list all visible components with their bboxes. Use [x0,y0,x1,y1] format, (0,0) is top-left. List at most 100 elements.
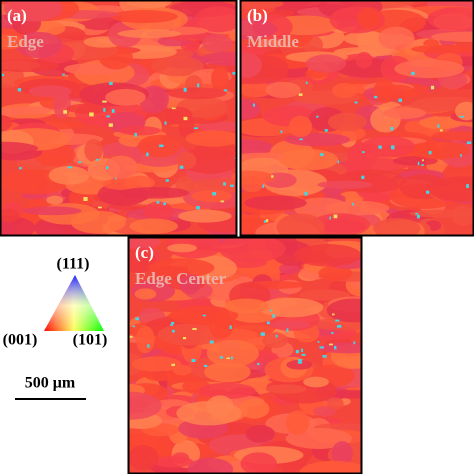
cyan-grain [232,72,236,75]
cyan-grain [297,361,303,364]
cyan-grain [426,190,430,194]
grain [285,410,310,435]
grain [305,54,347,73]
cyan-grain [335,319,340,322]
cyan-grain [252,103,255,107]
panel-label: (c) [135,243,154,262]
cyan-grain [390,127,394,131]
grain [167,243,197,253]
grain [258,297,324,318]
ebsd-panel: (a) Edge [0,0,238,237]
grain [317,180,373,189]
grain [105,89,146,106]
grain [131,356,182,372]
cyan-grain [270,309,273,312]
cyan-grain [172,329,175,333]
cyan-grain [439,129,443,132]
cyan-grain [202,314,206,317]
grain [262,332,289,349]
grain [21,206,82,216]
legend-left: (001) [3,332,38,349]
cyan-grain [95,158,99,161]
grain [129,218,178,234]
cyan-grain [171,363,175,367]
grain [238,398,270,419]
cyan-grain [183,87,187,92]
grain [166,87,227,100]
cyan-grain [417,161,420,166]
grain [84,138,103,162]
cyan-grain [317,341,320,343]
grain [136,325,155,354]
cyan-grain [156,200,160,204]
grain [15,31,63,59]
cyan-grain [416,214,420,219]
grain [313,406,336,417]
ipf-legend: (111) (001) (101) [3,256,108,349]
cyan-grain [62,73,65,76]
cyan-grain [301,348,304,353]
cyan-grain [203,364,208,368]
cyan-grain [320,153,324,157]
cyan-grain [319,346,324,349]
grain [206,395,234,417]
panel-name: Middle [247,32,299,51]
cyan-grain [301,353,306,356]
cyan-grain [182,337,187,340]
cyan-grain [197,83,200,88]
panel-name: Edge [7,32,44,51]
grain [432,131,473,141]
cyan-grain [422,159,424,162]
grain [327,397,344,410]
grain [185,130,236,147]
grain [382,107,426,119]
grain [66,103,111,114]
grain [197,121,236,132]
grain [361,135,415,158]
grain [3,1,63,22]
cyan-grain [260,332,265,336]
cyan-grain [391,145,395,150]
panel-border [0,0,238,237]
cyan-grain [398,98,402,102]
grain [241,1,284,10]
grain [327,112,367,132]
cyan-grain [98,206,102,209]
cyan-grain [191,358,196,362]
grain [241,52,262,78]
cyan-grain [280,130,283,133]
cyan-grain [134,132,137,137]
cyan-grain [171,321,175,325]
cyan-grain [257,362,260,366]
grain [325,200,390,216]
grain [241,98,261,120]
cyan-grain [304,191,308,196]
grain [178,209,232,223]
grain [164,106,193,124]
cyan-grain [295,349,299,354]
cyan-grain [230,184,234,187]
cyan-grain [183,116,188,121]
cyan-grain [275,334,278,338]
cyan-grain [329,216,331,220]
grain [171,452,190,464]
cyan-grain [179,165,184,169]
cyan-grain [83,197,88,201]
cyan-grain [334,345,337,350]
cyan-grain [333,214,338,219]
cyan-grain [316,115,319,118]
cyan-grain [147,344,150,348]
cyan-grain [19,167,22,170]
cyan-grain [324,129,328,132]
grain [194,6,236,33]
grain [157,323,222,346]
grain [191,190,232,203]
grain [245,425,275,443]
cyan-grain [193,127,198,130]
cyan-grain [102,100,107,103]
cyan-grain [226,357,230,360]
cyan-grain [223,89,228,92]
grain [1,141,38,156]
grain [134,288,157,300]
